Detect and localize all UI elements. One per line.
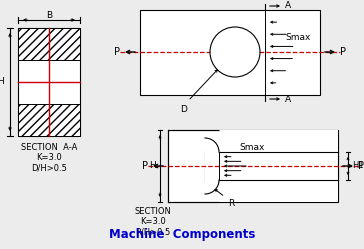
Polygon shape bbox=[18, 104, 80, 136]
Circle shape bbox=[210, 27, 260, 77]
Text: P: P bbox=[358, 161, 364, 171]
Text: K=3.0: K=3.0 bbox=[140, 217, 166, 227]
Polygon shape bbox=[168, 130, 338, 202]
Text: SECTION  A-A: SECTION A-A bbox=[21, 143, 77, 152]
Text: H: H bbox=[0, 77, 4, 86]
Text: H: H bbox=[149, 162, 156, 171]
Polygon shape bbox=[18, 28, 80, 136]
Text: H1: H1 bbox=[352, 162, 364, 171]
Text: D: D bbox=[180, 105, 187, 114]
Text: SECTION: SECTION bbox=[135, 207, 171, 216]
Text: D/H>0.5: D/H>0.5 bbox=[31, 164, 67, 173]
Text: B: B bbox=[46, 10, 52, 19]
Text: R: R bbox=[228, 199, 234, 208]
Text: P: P bbox=[340, 47, 346, 57]
Text: Smax: Smax bbox=[239, 142, 264, 151]
Text: Machine  Components: Machine Components bbox=[109, 228, 255, 241]
Text: P: P bbox=[142, 161, 148, 171]
Polygon shape bbox=[140, 10, 320, 95]
Text: K=3.0: K=3.0 bbox=[36, 153, 62, 163]
Text: P: P bbox=[114, 47, 120, 57]
Polygon shape bbox=[18, 28, 80, 60]
Text: Smax: Smax bbox=[285, 33, 310, 42]
Text: A: A bbox=[285, 95, 291, 104]
Text: R/H>0.5: R/H>0.5 bbox=[135, 228, 171, 237]
Text: A: A bbox=[285, 1, 291, 10]
Polygon shape bbox=[205, 130, 338, 202]
